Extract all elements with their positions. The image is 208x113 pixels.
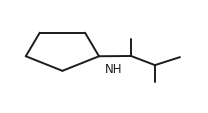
Text: NH: NH [105, 62, 122, 75]
